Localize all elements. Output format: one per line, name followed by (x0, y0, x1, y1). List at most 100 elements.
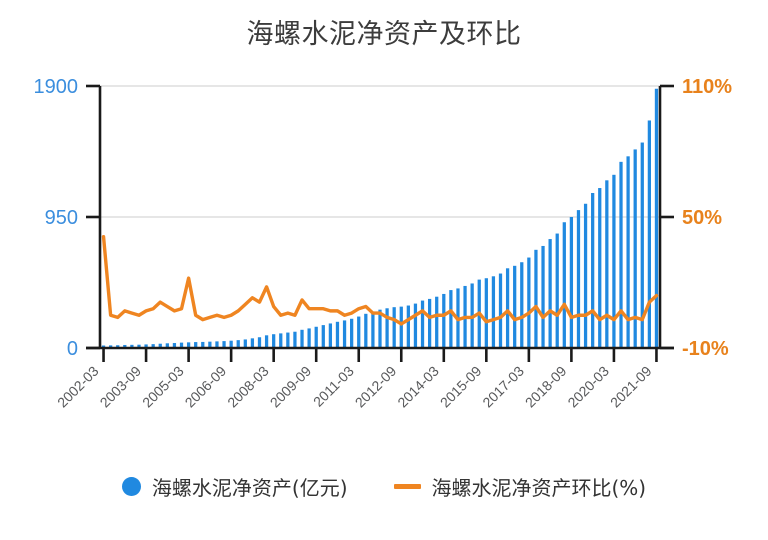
bar (350, 318, 354, 348)
bar (328, 323, 333, 348)
bar (647, 120, 651, 348)
bar (123, 344, 127, 348)
bar (165, 343, 169, 348)
bar (300, 329, 304, 348)
legend-item-net-assets[interactable]: 海螺水泥净资产(亿元) (121, 472, 348, 501)
bar (591, 193, 595, 348)
x-tick-label: 2006-09 (182, 363, 230, 411)
bar (179, 342, 184, 348)
bar-series-group (101, 88, 659, 348)
line-series-group (101, 234, 659, 326)
bar (229, 340, 233, 348)
bar (392, 307, 396, 348)
legend-line-icon (393, 484, 421, 489)
bar (583, 203, 588, 348)
bar (513, 265, 517, 348)
x-tick-label: 2020-03 (564, 363, 612, 411)
bar (619, 161, 623, 348)
bar (158, 343, 162, 348)
bar (272, 334, 276, 348)
chart-title: 海螺水泥净资产及环比 (246, 19, 522, 50)
bar (654, 88, 659, 348)
bar (257, 337, 262, 348)
bar (286, 332, 290, 348)
bar (250, 338, 255, 348)
x-tick-label: 2021-09 (607, 363, 655, 411)
legend-dot-icon (121, 477, 141, 496)
bar (449, 290, 453, 348)
bar (399, 306, 403, 348)
bar (633, 149, 637, 348)
x-tick-label: 2011-03 (310, 363, 357, 410)
legend-label-qoq: 海螺水泥净资产环比(%) (431, 476, 647, 500)
right-tick-label: 110% (682, 76, 732, 98)
bar (314, 326, 318, 348)
bar (420, 300, 425, 348)
x-axis-tick-labels: 2002-032003-092005-032006-092008-032009-… (54, 363, 655, 411)
axes-group (86, 84, 674, 362)
right-axis-tick-labels: -10% 50% 110% (682, 76, 732, 360)
bar (335, 321, 340, 348)
bar (130, 344, 134, 348)
bar (264, 335, 269, 348)
bar (279, 333, 283, 348)
qoq-line (101, 234, 659, 326)
bar (371, 311, 375, 348)
x-tick-label: 2008-03 (224, 363, 272, 411)
bar (194, 342, 198, 348)
bar (626, 156, 630, 348)
bar (435, 296, 439, 348)
bar (505, 268, 510, 348)
bar (172, 343, 177, 348)
x-tick-label: 2002-03 (54, 363, 102, 411)
bar (144, 344, 148, 348)
bar (385, 308, 389, 348)
bar (378, 309, 382, 348)
bar (186, 342, 191, 348)
bar (520, 262, 524, 348)
bar (562, 222, 566, 348)
bar (243, 339, 247, 348)
bar (534, 249, 538, 348)
chart-legend: 海螺水泥净资产(亿元) 海螺水泥净资产环比(%) (0, 472, 768, 501)
bar (215, 341, 219, 348)
bar (116, 345, 120, 348)
bar (640, 142, 644, 348)
bar (555, 233, 559, 348)
bar (427, 298, 432, 348)
right-tick-label: -10% (682, 338, 729, 360)
bar (109, 345, 113, 348)
legend-item-qoq[interactable]: 海螺水泥净资产环比(%) (393, 472, 647, 501)
bar (137, 344, 141, 348)
x-tick-label: 2017-03 (479, 363, 527, 411)
bar (498, 273, 503, 348)
bar (612, 174, 616, 348)
x-tick-label: 2015-09 (437, 363, 485, 411)
bar (413, 303, 418, 348)
bar (484, 278, 488, 348)
bar (208, 341, 212, 348)
x-tick-label: 2005-03 (139, 363, 187, 411)
bar (442, 293, 446, 348)
left-axis-tick-labels: 0 950 1900 (34, 76, 79, 360)
bar (222, 341, 226, 348)
bar (236, 340, 240, 348)
x-tick-label: 2018-09 (522, 363, 570, 411)
x-tick-label: 2003-09 (97, 363, 145, 411)
right-tick-label: 50% (682, 207, 722, 229)
bar (491, 276, 496, 348)
x-tick-label: 2014-03 (394, 363, 442, 411)
bar (576, 210, 581, 348)
bar (598, 188, 602, 348)
bar (605, 180, 609, 348)
x-tick-label: 2009-09 (267, 363, 315, 411)
bar (357, 316, 361, 348)
bar (527, 257, 531, 348)
bar (342, 320, 347, 348)
bar (151, 344, 155, 348)
bar (364, 313, 368, 348)
legend-label-net-assets: 海螺水泥净资产(亿元) (151, 476, 348, 500)
gridlines-group (100, 85, 660, 218)
